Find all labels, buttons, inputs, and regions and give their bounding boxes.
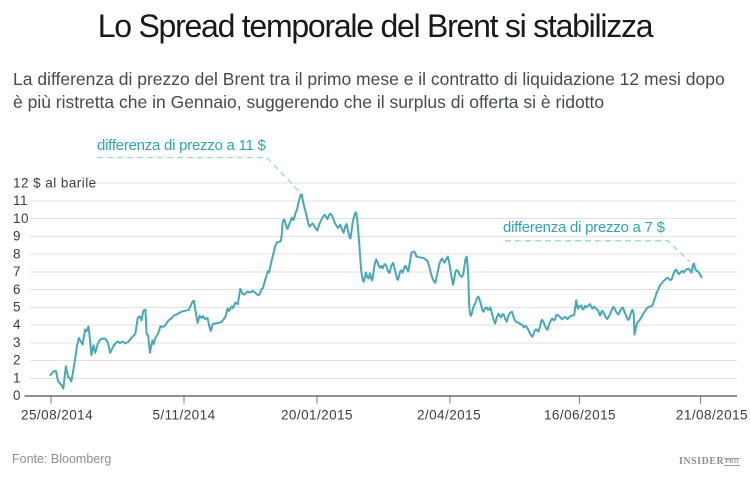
svg-text:2: 2 bbox=[13, 353, 21, 368]
svg-text:5: 5 bbox=[13, 300, 21, 315]
svg-text:1: 1 bbox=[13, 371, 21, 386]
svg-text:6: 6 bbox=[13, 282, 21, 297]
svg-text:4: 4 bbox=[13, 317, 21, 332]
svg-text:5/11/2014: 5/11/2014 bbox=[152, 408, 215, 423]
svg-text:12 $ al barile: 12 $ al barile bbox=[13, 175, 97, 190]
svg-text:21/08/2015: 21/08/2015 bbox=[676, 408, 748, 423]
svg-text:20/01/2015: 20/01/2015 bbox=[281, 408, 353, 423]
svg-text:10: 10 bbox=[13, 211, 29, 226]
svg-text:25/08/2014: 25/08/2014 bbox=[21, 408, 93, 423]
svg-text:11: 11 bbox=[13, 193, 28, 208]
svg-text:7: 7 bbox=[13, 264, 21, 279]
svg-text:8: 8 bbox=[13, 246, 21, 261]
svg-text:0: 0 bbox=[13, 388, 21, 403]
svg-text:2/04/2015: 2/04/2015 bbox=[417, 408, 481, 423]
svg-text:16/06/2015: 16/06/2015 bbox=[544, 408, 616, 423]
svg-text:3: 3 bbox=[13, 335, 21, 350]
svg-text:9: 9 bbox=[13, 229, 21, 244]
